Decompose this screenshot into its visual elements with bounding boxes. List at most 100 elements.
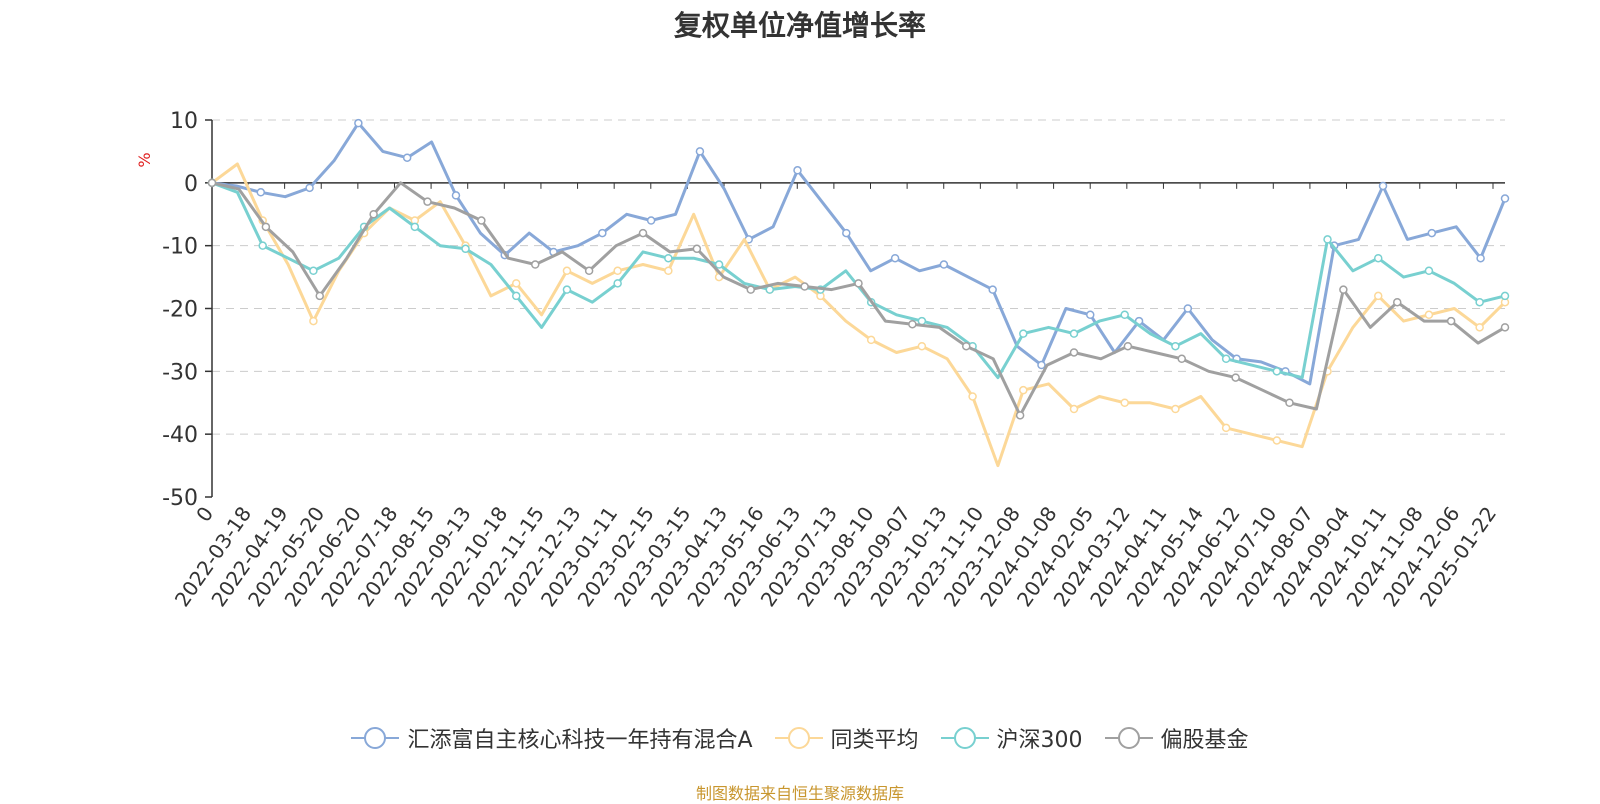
data-point bbox=[908, 319, 917, 329]
data-point bbox=[1231, 373, 1240, 382]
data-point bbox=[477, 216, 486, 225]
data-point bbox=[1221, 354, 1231, 364]
y-tick-label: -10 bbox=[162, 235, 198, 260]
data-point bbox=[866, 335, 876, 345]
data-point bbox=[369, 210, 378, 219]
data-point bbox=[315, 291, 324, 301]
data-point bbox=[638, 228, 648, 238]
data-point bbox=[1221, 423, 1231, 433]
data-point bbox=[1183, 304, 1193, 313]
data-point bbox=[988, 285, 997, 294]
legend-item-2[interactable]: 沪深300 bbox=[940, 722, 1083, 754]
data-point bbox=[1424, 266, 1434, 276]
y-tick-label: -50 bbox=[162, 486, 198, 511]
data-point bbox=[1285, 398, 1294, 407]
data-point bbox=[410, 222, 420, 232]
data-point bbox=[1373, 253, 1383, 263]
legend-swatch bbox=[940, 727, 989, 749]
data-point bbox=[261, 222, 271, 232]
data-point bbox=[584, 266, 594, 276]
data-point bbox=[1120, 310, 1129, 320]
data-point bbox=[258, 241, 267, 250]
data-point bbox=[1123, 341, 1133, 351]
data-point bbox=[305, 183, 314, 193]
data-point bbox=[1069, 404, 1079, 414]
data-point bbox=[854, 279, 863, 288]
data-point bbox=[1120, 398, 1129, 407]
data-point bbox=[1086, 310, 1095, 320]
data-point bbox=[917, 341, 927, 351]
data-point bbox=[207, 178, 217, 188]
chart-title: 复权单位净值增长率 bbox=[673, 9, 926, 42]
data-source-footer: 制图数据来自恒生聚源数据库 bbox=[695, 784, 904, 803]
series-line-1 bbox=[211, 162, 1507, 468]
y-tick-label: -20 bbox=[162, 298, 198, 323]
data-point bbox=[1446, 316, 1456, 326]
data-point bbox=[917, 316, 927, 326]
data-point bbox=[1500, 291, 1510, 301]
data-point bbox=[531, 260, 540, 269]
y-tick-label: 10 bbox=[170, 109, 198, 134]
axes: 100-10-20-30-40-5002022-03-182022-04-192… bbox=[162, 109, 1505, 611]
legend-swatch bbox=[351, 727, 400, 749]
data-point bbox=[800, 282, 809, 291]
data-point bbox=[461, 244, 470, 254]
data-point bbox=[968, 392, 977, 401]
y-axis-label: % bbox=[135, 152, 154, 167]
data-point bbox=[451, 191, 461, 200]
legend-swatch bbox=[1104, 727, 1153, 749]
data-point bbox=[613, 279, 622, 288]
data-point bbox=[1393, 297, 1402, 307]
data-point bbox=[939, 260, 949, 269]
data-point bbox=[842, 228, 851, 238]
data-point bbox=[1177, 354, 1186, 364]
data-point bbox=[664, 253, 673, 263]
legend-label: 同类平均 bbox=[830, 728, 919, 753]
data-point bbox=[1427, 228, 1437, 238]
y-tick-label: 0 bbox=[184, 172, 198, 197]
legend-label: 偏股基金 bbox=[1160, 728, 1249, 753]
data-point bbox=[256, 188, 266, 197]
data-point bbox=[1019, 329, 1028, 338]
data-point bbox=[511, 279, 521, 288]
data-point bbox=[1069, 348, 1079, 357]
legend-swatch bbox=[774, 727, 823, 749]
data-point bbox=[1171, 404, 1180, 414]
legend-label: 汇添富自主核心科技一年持有混合A bbox=[407, 728, 753, 753]
data-point bbox=[402, 153, 412, 162]
data-point bbox=[1323, 235, 1332, 244]
data-point bbox=[1037, 360, 1046, 370]
data-point bbox=[793, 166, 802, 175]
data-point bbox=[1476, 253, 1485, 263]
data-point bbox=[664, 266, 673, 276]
data-point bbox=[562, 285, 572, 294]
data-point bbox=[695, 147, 705, 156]
data-point bbox=[1424, 310, 1434, 320]
data-point bbox=[1378, 181, 1388, 191]
data-point bbox=[562, 266, 572, 276]
data-point bbox=[746, 285, 755, 294]
legend-item-0[interactable]: 汇添富自主核心科技一年持有混合A bbox=[351, 722, 753, 754]
data-point bbox=[613, 266, 622, 276]
data-point bbox=[354, 118, 363, 128]
data-point bbox=[692, 244, 702, 254]
data-point bbox=[714, 260, 724, 269]
data-point bbox=[646, 216, 656, 225]
data-point bbox=[1339, 285, 1348, 294]
data-point bbox=[1373, 291, 1383, 301]
data-point bbox=[1272, 436, 1282, 445]
legend-item-3[interactable]: 偏股基金 bbox=[1104, 722, 1249, 754]
legend: 汇添富自主核心科技一年持有混合A 同类平均 沪深300 偏股基金 bbox=[0, 722, 1600, 754]
data-point bbox=[1475, 297, 1484, 307]
data-point bbox=[1272, 367, 1282, 376]
data-point bbox=[962, 341, 971, 351]
data-point bbox=[598, 228, 607, 238]
y-tick-label: -30 bbox=[162, 360, 198, 385]
legend-item-1[interactable]: 同类平均 bbox=[774, 722, 919, 754]
data-point bbox=[1069, 329, 1079, 338]
y-tick-label: -40 bbox=[162, 423, 198, 448]
data-point bbox=[423, 197, 432, 206]
data-point bbox=[1475, 323, 1484, 332]
data-point bbox=[1500, 194, 1510, 203]
